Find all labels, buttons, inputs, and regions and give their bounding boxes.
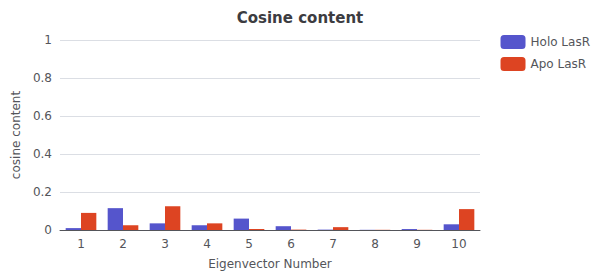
svg-text:1: 1 xyxy=(44,33,52,47)
svg-text:Apo LasR: Apo LasR xyxy=(531,57,587,71)
svg-text:cosine content: cosine content xyxy=(9,91,23,180)
svg-text:10: 10 xyxy=(451,237,466,251)
svg-text:2: 2 xyxy=(119,237,127,251)
svg-text:Holo LasR: Holo LasR xyxy=(531,35,590,49)
svg-text:5: 5 xyxy=(245,237,253,251)
svg-text:0.8: 0.8 xyxy=(33,71,52,85)
svg-text:0.4: 0.4 xyxy=(33,147,52,161)
svg-text:3: 3 xyxy=(161,237,169,251)
svg-text:0.2: 0.2 xyxy=(33,185,52,199)
svg-text:6: 6 xyxy=(287,237,295,251)
svg-text:8: 8 xyxy=(371,237,379,251)
svg-text:Eigenvector Number: Eigenvector Number xyxy=(208,257,332,271)
svg-text:0: 0 xyxy=(44,223,52,237)
svg-text:4: 4 xyxy=(203,237,211,251)
svg-text:7: 7 xyxy=(329,237,337,251)
svg-text:9: 9 xyxy=(413,237,421,251)
svg-text:0.6: 0.6 xyxy=(33,109,52,123)
svg-text:1: 1 xyxy=(77,237,85,251)
svg-text:Cosine content: Cosine content xyxy=(237,9,364,27)
